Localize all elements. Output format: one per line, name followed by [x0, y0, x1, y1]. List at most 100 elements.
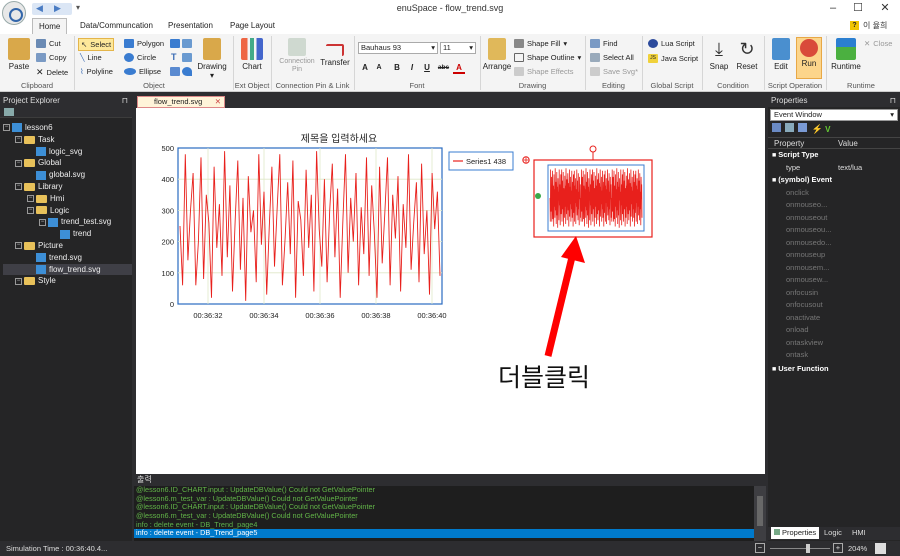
event-window-dropdown[interactable]: Event Window ▾	[770, 109, 898, 121]
expand-toggle-icon[interactable]: −	[15, 136, 22, 144]
java-script-button[interactable]: JS Java Script	[648, 54, 698, 63]
output-log[interactable]: @lesson6.ID_CHART.input : UpdateDBValue(…	[134, 485, 754, 542]
strikethrough-button[interactable]: abc	[437, 64, 450, 71]
event-row[interactable]: onload	[786, 325, 809, 334]
shape-fill-button[interactable]: Shape Fill ▾	[514, 39, 567, 48]
arc-icon[interactable]	[182, 67, 192, 76]
event-row[interactable]: onmousem...	[786, 262, 830, 272]
grow-font-button[interactable]: A	[362, 63, 368, 72]
ellipse-tool-button[interactable]: Ellipse	[124, 67, 161, 76]
event-row[interactable]: ontask	[786, 350, 809, 359]
find-button[interactable]: Find	[590, 39, 618, 48]
tree-item[interactable]: − Library	[3, 181, 132, 193]
event-row[interactable]: ontaskview	[786, 337, 824, 347]
expand-toggle-icon[interactable]: −	[3, 124, 10, 132]
font-color-button[interactable]: A	[453, 62, 465, 74]
mini-trend-symbol[interactable]	[522, 145, 653, 238]
expand-toggle-icon[interactable]: −	[15, 277, 22, 285]
pin-icon[interactable]: ⊓	[889, 96, 896, 105]
tree-item[interactable]: −logic_svg	[3, 146, 132, 158]
log-line[interactable]: @lesson6.ID_CHART.input : UpdateDBValue(…	[136, 485, 376, 494]
run-button[interactable]: Run	[796, 37, 822, 79]
lua-script-button[interactable]: Lua Script	[648, 39, 695, 48]
zoom-slider-thumb[interactable]	[806, 544, 810, 553]
tab-properties[interactable]: Properties	[771, 527, 820, 539]
event-section[interactable]: ■ (symbol) Event	[772, 175, 832, 184]
event-lightning-icon[interactable]: ⚡	[811, 124, 823, 134]
tree-item[interactable]: − Hmi	[3, 193, 132, 205]
close-tab-icon[interactable]: ✕	[214, 97, 221, 106]
expand-toggle-icon[interactable]: −	[15, 242, 22, 250]
object-mini-tools[interactable]: T	[170, 38, 194, 80]
forward-arrow-icon[interactable]: ▶	[54, 3, 61, 13]
tree-item[interactable]: −trend	[3, 228, 132, 240]
snap-button[interactable]: ⤓ Snap	[709, 39, 729, 71]
list-icon[interactable]	[798, 123, 808, 132]
tree-item[interactable]: − trend_test.svg	[3, 216, 132, 228]
shape-effects-button[interactable]: Shape Effects	[514, 67, 574, 76]
zoom-in-button[interactable]: +	[833, 543, 843, 553]
picture-icon[interactable]	[170, 67, 180, 76]
validate-icon[interactable]: V	[825, 125, 831, 134]
customize-toolbar-icon[interactable]: ▾	[76, 3, 81, 12]
editor-canvas[interactable]: 제목을 입력하세요 0 100 200 300 400 500 00:36:32 00:36:…	[136, 108, 765, 474]
category-icon[interactable]	[785, 123, 795, 132]
tree-item[interactable]: − lesson6	[3, 122, 132, 134]
expand-toggle-icon[interactable]: −	[39, 218, 46, 226]
trend-chart-svg[interactable]: 제목을 입력하세요 0 100 200 300 400 500 00:36:32 00:36:…	[136, 108, 765, 474]
close-button[interactable]: ✕	[880, 2, 890, 14]
user-name[interactable]: 이 율희	[863, 21, 888, 30]
event-row[interactable]: onclick	[786, 187, 809, 197]
event-row[interactable]: onmousew...	[786, 275, 829, 284]
copy-button[interactable]: Copy	[36, 53, 67, 62]
font-family-select[interactable]: Bauhaus 93 ▾	[358, 42, 438, 54]
underline-button[interactable]: U	[424, 63, 430, 72]
user-function-section[interactable]: ■ User Function	[772, 363, 829, 373]
save-svg-button[interactable]: Save Svg*	[590, 67, 638, 76]
output-scrollbar[interactable]	[754, 486, 766, 541]
minimize-button[interactable]: –	[829, 2, 837, 14]
connection-pin-button[interactable]: Connection Pin	[276, 38, 318, 74]
log-line[interactable]: @lesson6.m_test_var : UpdateDBValue() Co…	[136, 511, 358, 521]
close-runtime-button[interactable]: ✕ Close	[864, 39, 893, 48]
tree-item[interactable]: − Task	[3, 134, 132, 146]
tab-home[interactable]: Home	[32, 18, 68, 34]
event-row[interactable]: onmouseup	[786, 250, 826, 259]
circle-tool-button[interactable]: Circle	[124, 53, 156, 62]
scrollbar-thumb[interactable]	[757, 496, 763, 526]
tree-item[interactable]: −trend.svg	[3, 252, 132, 264]
event-row[interactable]: onactivate	[786, 312, 821, 322]
edit-button[interactable]: Edit	[768, 38, 794, 71]
tree-item[interactable]: −global.svg	[3, 169, 132, 181]
cut-button[interactable]: Cut	[36, 39, 61, 48]
chart-button[interactable]: Chart	[238, 38, 266, 71]
rect-icon[interactable]	[170, 39, 180, 48]
transfer-button[interactable]: Transfer	[320, 38, 350, 67]
log-line[interactable]: @lesson6.ID_CHART.input : UpdateDBValue(…	[136, 502, 376, 512]
select-all-button[interactable]: Select All	[590, 53, 634, 62]
shape-outline-button[interactable]: Shape Outline ▾	[514, 53, 581, 62]
type-property-row[interactable]: type text/lua	[786, 162, 863, 172]
log-line[interactable]: info : delete event - DB_Trend_page5	[134, 529, 754, 539]
shrink-font-button[interactable]: A	[376, 64, 382, 71]
project-view-icon[interactable]	[4, 108, 14, 116]
expand-toggle-icon[interactable]: −	[15, 159, 22, 167]
log-line[interactable]: info : delete event - DB_Trend_page4	[136, 519, 258, 529]
document-tab[interactable]: flow_trend.svg ✕	[137, 96, 225, 108]
event-row[interactable]: onfocusout	[786, 300, 823, 309]
event-row[interactable]: onmouseou...	[786, 225, 832, 234]
event-row[interactable]: onmouseout	[786, 212, 828, 222]
reset-button[interactable]: ↻ Reset	[736, 39, 758, 71]
tab-logic[interactable]: Logic	[824, 528, 842, 537]
zoom-slider-track[interactable]	[770, 548, 830, 549]
zoom-out-button[interactable]: −	[755, 543, 765, 553]
expand-toggle-icon[interactable]: −	[27, 206, 34, 214]
drawing-button[interactable]: Drawing ▾	[196, 38, 228, 80]
italic-button[interactable]: I	[410, 63, 414, 72]
tab-page-layout[interactable]: Page Layout	[230, 21, 275, 30]
paste-button[interactable]: Paste	[6, 38, 32, 71]
font-size-select[interactable]: 11 ▾	[440, 42, 476, 54]
text-box-icon[interactable]	[182, 39, 192, 48]
tab-presentation[interactable]: Presentation	[168, 21, 213, 30]
fit-page-icon[interactable]	[875, 543, 886, 554]
